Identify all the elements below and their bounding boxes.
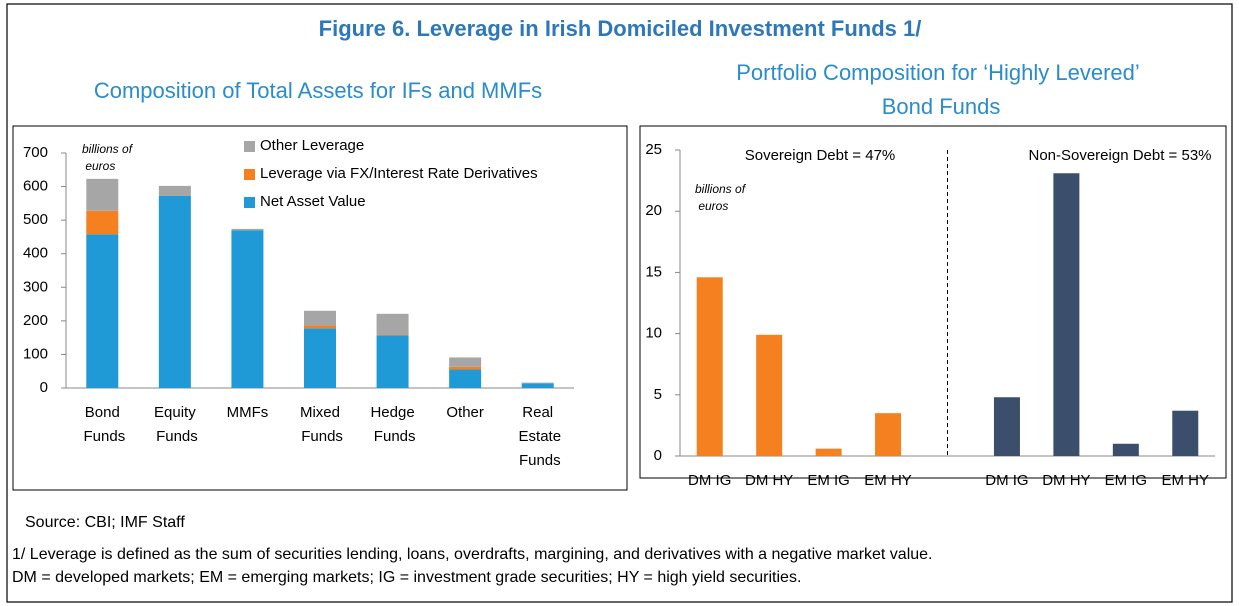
annotation: Sovereign Debt = 47% [745,147,896,164]
bar-segment [304,328,336,388]
bar-segment [449,369,482,388]
bar-segment [376,335,409,388]
y-tick-label: 20 [645,202,662,219]
legend-swatch [244,169,255,180]
y-tick-label: 10 [645,325,662,342]
chart-title: Composition of Total Assets for IFs and … [94,78,542,103]
figure-border [6,3,1233,603]
bar-segment [304,310,336,326]
x-tick-label: DM HY [1042,472,1090,489]
y-tick-label: 100 [23,345,48,362]
y-tick-label: 300 [23,278,48,295]
bar-segment [449,357,482,367]
y-tick-label: 15 [645,263,662,280]
x-tick-label: EM HY [864,472,912,489]
bar-segment [231,228,264,231]
bar [815,448,842,456]
unit-label: billions of euros [82,142,134,173]
annotation: Non-Sovereign Debt = 53% [1028,147,1211,164]
note: 1/ Leverage is defined as the sum of sec… [12,546,933,563]
bar-segment [304,325,336,329]
legend-label: Leverage via FX/Interest Rate Derivative… [260,165,538,182]
bar [696,277,723,456]
y-tick-label: 0 [654,447,662,464]
x-tick-label: Other [446,404,484,421]
y-tick-label: 25 [645,141,662,158]
x-tick-label: DM IG [688,472,731,489]
note: DM = developed markets; EM = emerging ma… [12,569,801,586]
legend-swatch [244,141,255,152]
x-tick-label: Real Estate Funds [514,404,561,469]
bar-segment [449,366,482,370]
source: Source: CBI; IMF Staff [25,514,185,531]
bar [875,413,902,456]
y-tick-label: 0 [40,379,48,396]
bar-segment [158,195,191,388]
y-tick-label: 200 [23,312,48,329]
bar-segment [521,382,554,384]
bar-segment [376,334,409,336]
bar [1172,410,1199,456]
unit-label: billions of euros [695,182,747,213]
x-tick-label: Hedge Funds [370,404,416,445]
left-panel [12,125,628,491]
x-tick-label: Bond Funds [79,404,125,445]
bar-segment [376,313,409,335]
chart-title: Portfolio Composition for ‘Highly Levere… [736,60,1140,119]
y-tick-label: 5 [654,386,662,403]
bar [756,334,783,456]
x-tick-label: DM IG [985,472,1028,489]
legend-label: Other Leverage [260,137,364,154]
bar-segment [521,383,554,388]
legend-label: Net Asset Value [260,193,366,210]
x-tick-label: EM HY [1162,472,1210,489]
y-tick-label: 600 [23,178,48,195]
right-panel [639,125,1227,479]
bar [1053,173,1080,457]
y-tick-label: 700 [23,144,48,161]
x-tick-label: MMFs [227,404,269,421]
bar-segment [86,210,119,235]
bar-segment [231,230,264,388]
x-tick-label: EM IG [1105,472,1148,489]
bar-segment [86,178,119,211]
x-tick-label: Equity Funds [152,404,198,445]
figure-title: Figure 6. Leverage in Irish Domiciled In… [319,16,922,41]
bar [993,397,1020,456]
legend-swatch [244,197,255,208]
x-tick-label: Mixed Funds [297,404,343,445]
x-tick-label: EM IG [807,472,850,489]
y-tick-label: 400 [23,245,48,262]
bar-segment [86,234,119,388]
y-tick-label: 500 [23,211,48,228]
bar-segment [158,185,191,196]
bar [1112,443,1139,456]
x-tick-label: DM HY [745,472,793,489]
